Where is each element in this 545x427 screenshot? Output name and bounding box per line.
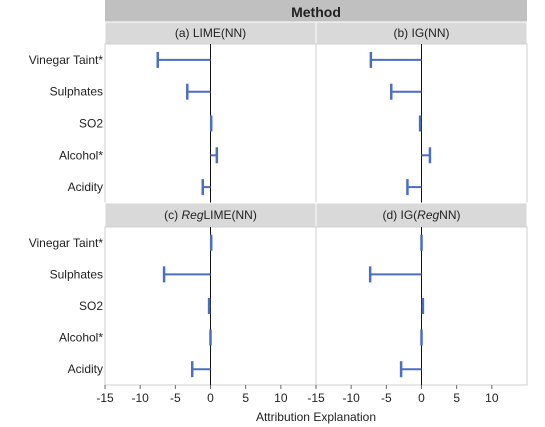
panel-title: (a) LIME(NN) — [175, 26, 246, 40]
panel-title: (b) IG(NN) — [394, 26, 450, 40]
y-category-label: Sulphates — [50, 267, 103, 281]
y-category-label: Acidity — [68, 180, 103, 194]
panel-strip — [104, 202, 317, 228]
x-tick-label: 10 — [274, 391, 288, 405]
x-tick-label: 0 — [418, 391, 425, 405]
y-category-label: Alcohol* — [59, 331, 103, 345]
y-category-label: Acidity — [68, 362, 103, 376]
x-tick-label: -15 — [96, 391, 114, 405]
panel-title: (c) RegLIME(NN) — [164, 208, 257, 222]
x-tick-label: -5 — [381, 391, 392, 405]
panel-strip — [315, 202, 528, 228]
method-header: Method — [291, 4, 341, 20]
x-tick-label: 5 — [453, 391, 460, 405]
y-category-label: Alcohol* — [59, 148, 103, 162]
x-tick-label: -5 — [170, 391, 181, 405]
x-tick-label: 0 — [207, 391, 214, 405]
x-tick-label: -10 — [131, 391, 149, 405]
panel-title: (d) IG(RegNN) — [382, 208, 460, 222]
y-category-label: Sulphates — [50, 85, 103, 99]
x-tick-label: 5 — [242, 391, 249, 405]
y-category-label: Vinegar Taint* — [29, 53, 104, 67]
method-header-bar — [105, 0, 527, 22]
x-axis-title: Attribution Explanation — [256, 410, 376, 424]
x-tick-label: -15 — [307, 391, 325, 405]
y-category-label: Vinegar Taint* — [29, 236, 104, 250]
x-tick-label: -10 — [342, 391, 360, 405]
x-tick-label: 10 — [485, 391, 499, 405]
y-category-label: SO2 — [79, 117, 103, 131]
y-category-label: SO2 — [79, 299, 103, 313]
